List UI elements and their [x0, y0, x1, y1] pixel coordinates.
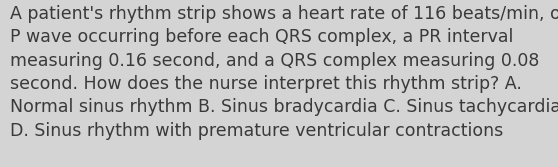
Text: A patient's rhythm strip shows a heart rate of 116 beats/min, one
P wave occurri: A patient's rhythm strip shows a heart r…: [10, 5, 558, 140]
